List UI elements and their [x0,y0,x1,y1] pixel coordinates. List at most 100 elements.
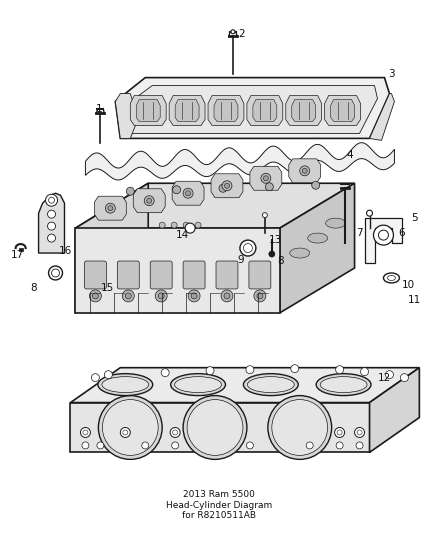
Polygon shape [85,143,395,180]
Polygon shape [115,78,389,139]
Polygon shape [130,95,166,125]
Polygon shape [286,95,321,125]
Text: 11: 11 [408,295,421,305]
Circle shape [185,223,195,233]
Circle shape [183,222,189,228]
Polygon shape [169,95,205,125]
Circle shape [357,430,362,435]
Circle shape [123,430,128,435]
Circle shape [336,366,343,374]
Circle shape [183,188,193,198]
Circle shape [83,430,88,435]
Polygon shape [71,368,419,402]
Polygon shape [95,196,126,220]
Circle shape [173,186,180,193]
Circle shape [104,370,112,378]
FancyBboxPatch shape [183,261,205,289]
Circle shape [219,184,227,192]
Circle shape [122,290,134,302]
Circle shape [224,293,230,299]
Circle shape [144,196,154,206]
Text: 8: 8 [30,283,37,293]
Circle shape [195,222,201,228]
Polygon shape [172,181,204,205]
Polygon shape [75,183,355,228]
Circle shape [240,240,256,256]
Circle shape [188,290,200,302]
Circle shape [81,427,90,438]
Polygon shape [364,218,403,263]
Text: 14: 14 [176,230,189,240]
Polygon shape [115,94,138,139]
Circle shape [356,442,363,449]
Polygon shape [250,166,282,190]
Circle shape [206,367,214,375]
Ellipse shape [320,377,367,393]
Circle shape [378,230,389,240]
Polygon shape [208,95,244,125]
Circle shape [337,430,342,435]
Ellipse shape [247,377,294,393]
Circle shape [191,293,197,299]
Circle shape [48,222,56,230]
Circle shape [300,166,310,176]
Text: 17: 17 [11,250,24,260]
Circle shape [173,430,178,435]
Circle shape [186,191,191,196]
Ellipse shape [244,374,298,395]
Circle shape [221,290,233,302]
Polygon shape [39,193,64,253]
Circle shape [360,368,368,376]
Polygon shape [19,248,23,251]
Circle shape [48,234,56,242]
Circle shape [306,442,313,449]
Circle shape [272,400,328,455]
Circle shape [183,395,247,459]
Circle shape [142,442,149,449]
Circle shape [312,181,320,189]
Circle shape [247,442,254,449]
Text: 3: 3 [388,69,395,78]
Ellipse shape [388,276,396,280]
Circle shape [170,427,180,438]
Polygon shape [289,159,321,183]
Circle shape [257,293,263,299]
Circle shape [49,266,63,280]
Circle shape [49,197,54,203]
Text: 4: 4 [346,150,353,160]
Circle shape [262,213,267,217]
Text: 6: 6 [398,228,405,238]
Polygon shape [136,100,160,122]
Circle shape [48,210,56,218]
Ellipse shape [316,374,371,395]
Circle shape [268,395,332,459]
Polygon shape [325,95,360,125]
Circle shape [374,225,393,245]
Ellipse shape [171,374,226,395]
Circle shape [302,168,307,173]
Circle shape [171,222,177,228]
Circle shape [263,176,268,181]
Circle shape [291,365,299,373]
Text: 16: 16 [59,246,72,256]
Circle shape [231,30,235,34]
Polygon shape [71,402,370,453]
Polygon shape [253,100,277,122]
Circle shape [244,244,252,253]
Ellipse shape [308,233,328,243]
Polygon shape [370,368,419,453]
Circle shape [89,290,101,302]
Text: 9: 9 [238,255,244,265]
FancyBboxPatch shape [249,261,271,289]
Text: 7: 7 [356,228,363,238]
FancyBboxPatch shape [150,261,172,289]
Text: 2013 Ram 5500
Head-Cylinder Diagram
for R8210511AB: 2013 Ram 5500 Head-Cylinder Diagram for … [166,490,272,520]
Circle shape [336,442,343,449]
Text: 1: 1 [96,103,102,114]
Circle shape [106,203,115,213]
Circle shape [102,400,158,455]
Circle shape [126,187,134,195]
Circle shape [125,293,131,299]
Text: 15: 15 [101,283,114,293]
Circle shape [155,290,167,302]
